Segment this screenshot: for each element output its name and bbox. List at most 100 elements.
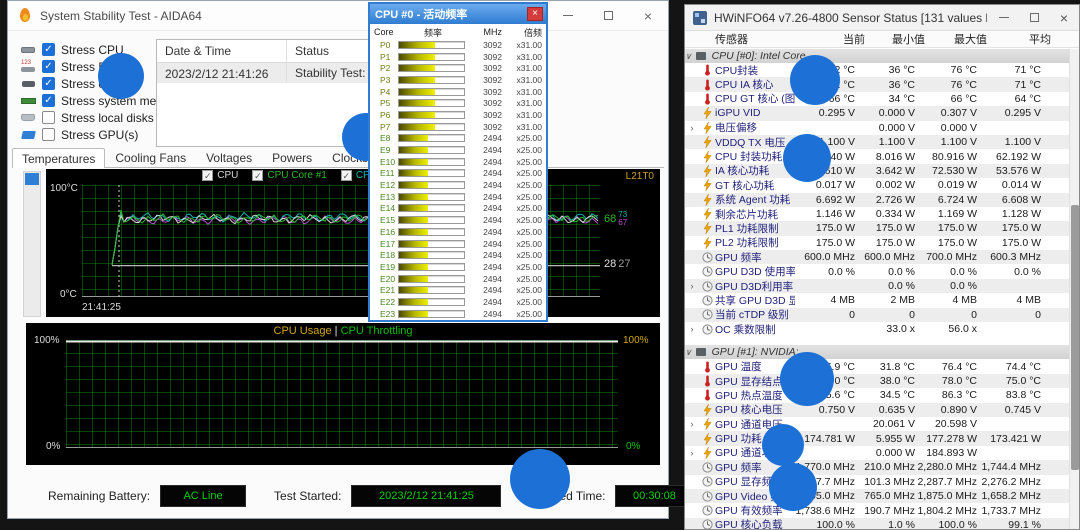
sensor-row[interactable]: GPU Video 频率 1,695.0 MHz 765.0 MHz 1,875.0 … xyxy=(685,488,1069,504)
frequency-bar xyxy=(398,146,465,155)
chevron-right-icon[interactable]: › xyxy=(690,122,694,133)
frequency-bar-fill xyxy=(399,170,428,177)
cpu-frequency-titlebar[interactable]: CPU #0 - 活动频率 × xyxy=(370,4,546,24)
sensor-row[interactable]: 剩余芯片功耗 1.146 W 0.334 W 1.169 W 1.128 W xyxy=(685,207,1069,221)
chip-icon xyxy=(695,52,706,60)
frequency-bar-fill xyxy=(399,287,428,294)
sensor-row[interactable]: 共享 GPU D3D 显存 4 MB 2 MB 4 MB 4 MB xyxy=(685,293,1069,307)
log-column-datetime[interactable]: Date & Time xyxy=(157,40,287,62)
sensor-row[interactable]: GPU 功耗 174.781 W 5.955 W 177.278 W 173.421 W xyxy=(685,431,1069,446)
close-button[interactable]: × xyxy=(1049,6,1079,30)
sensor-row[interactable]: PL2 功耗限制 175.0 W 175.0 W 175.0 W 175.0 W xyxy=(685,236,1069,250)
minimize-button[interactable] xyxy=(548,2,588,30)
temp-axis-max: 100°C xyxy=(50,183,78,194)
sensor-row[interactable]: IA 核心功耗 54.610 W 3.642 W 72.530 W 53.576 W xyxy=(685,163,1069,179)
close-button[interactable]: × xyxy=(628,2,668,30)
temp-value: 73 xyxy=(618,210,628,219)
minimize-button[interactable] xyxy=(989,6,1019,30)
multiplier-value: x25.00 xyxy=(516,215,542,226)
sensor-min: 0 xyxy=(909,308,915,321)
cpu-core-2-checkbox[interactable]: ✓ xyxy=(340,170,352,181)
sensor-row[interactable]: VDDQ TX 电压 1.100 V 1.100 V 1.100 V 1.100 V xyxy=(685,134,1069,150)
stress-option-label: Stress local disks xyxy=(61,110,154,125)
maximize-icon xyxy=(603,11,613,20)
chevron-right-icon[interactable]: › xyxy=(690,447,694,458)
tab-temperatures[interactable]: Temperatures xyxy=(12,148,106,168)
stress-system-memory-checkbox[interactable]: ✓ xyxy=(42,94,55,107)
sensor-row[interactable]: CPU IA 核心 72 °C 36 °C 76 °C 71 °C xyxy=(685,77,1069,92)
close-button[interactable]: × xyxy=(527,7,543,21)
chevron-down-icon[interactable]: ∨ xyxy=(685,346,692,357)
sensor-label: CPU 封装功耗 xyxy=(715,151,783,164)
sensor-row[interactable]: GPU 频率 600.0 MHz 600.0 MHz 700.0 MHz 600.3 M… xyxy=(685,250,1069,265)
maximize-button[interactable] xyxy=(588,2,628,30)
sensor-row[interactable]: GPU 核心负载 100.0 % 1.0 % 100.0 % 99.1 % xyxy=(685,517,1069,529)
temperature-graph-scrollbar[interactable] xyxy=(23,171,41,317)
column-maximum[interactable]: 最大值 xyxy=(954,34,987,46)
stress-cpu-checkbox[interactable]: ✓ xyxy=(42,43,55,56)
sensor-row[interactable]: GPU 核心电压 0.750 V 0.635 V 0.890 V 0.745 V xyxy=(685,402,1069,417)
chevron-down-icon[interactable]: ∨ xyxy=(685,50,692,61)
frequency-bar xyxy=(398,309,465,318)
sensor-row[interactable]: GPU 有效频率 1,738.6 MHz 190.7 MHz 1,804.2 MHz 1… xyxy=(685,503,1069,517)
cpu-checkbox[interactable]: ✓ xyxy=(202,170,214,181)
temperature-legend: ✓CPU✓CPU Core #1✓CPU Core #2✓CPU Core #3 xyxy=(46,170,660,181)
sensor-row[interactable]: GPU 温度 75.9 °C 31.8 °C 76.4 °C 74.4 °C xyxy=(685,359,1069,373)
scrollbar-thumb[interactable] xyxy=(1071,205,1079,470)
column-minimum[interactable]: 最小值 xyxy=(892,34,925,46)
chevron-right-icon[interactable]: › xyxy=(690,281,694,292)
sensor-max: 80.916 W xyxy=(932,150,977,163)
sensor-group-header[interactable]: ∨ CPU [#0]: Intel Core... xyxy=(685,49,1069,63)
sensor-scrollbar[interactable] xyxy=(1069,49,1079,529)
sensor-group-header[interactable]: ∨ GPU [#1]: NVIDIA: xyxy=(685,345,1069,360)
tab-powers[interactable]: Powers xyxy=(272,151,313,165)
sensor-row[interactable]: 当前 cTDP 级别 0 0 0 0 xyxy=(685,307,1069,323)
stress-fpu-checkbox[interactable]: ✓ xyxy=(42,60,55,73)
frequency-bar-fill xyxy=(399,217,428,224)
scrollbar-thumb[interactable] xyxy=(25,173,39,185)
chevron-right-icon[interactable]: › xyxy=(690,419,694,430)
sensor-row[interactable]: 系统 Agent 功耗 6.692 W 2.726 W 6.724 W 6.608 W xyxy=(685,192,1069,207)
sensor-row[interactable]: GPU 显存结点温度 76.0 °C 38.0 °C 78.0 °C 75.0 °C xyxy=(685,373,1069,389)
sensor-row[interactable]: GPU 频率 1,770.0 MHz 210.0 MHz 2,280.0 MHz 1,7… xyxy=(685,460,1069,475)
clock-icon xyxy=(699,252,715,263)
sensor-row[interactable]: › OC 乘数限制 33.0 x 56.0 x xyxy=(685,322,1069,336)
cpu-core-1-checkbox[interactable]: ✓ xyxy=(252,170,264,181)
sensor-row[interactable]: CPU封装 72 °C 36 °C 76 °C 71 °C xyxy=(685,63,1069,77)
stress-cache-checkbox[interactable]: ✓ xyxy=(42,77,55,90)
test-started-value: 2023/2/12 21:41:25 xyxy=(351,485,502,507)
core-label: E11 xyxy=(380,168,395,179)
sensor-row[interactable]: PL1 功耗限制 175.0 W 175.0 W 175.0 W 175.0 W xyxy=(685,221,1069,236)
mhz-value: 2494 xyxy=(483,156,502,167)
sensor-row[interactable]: › GPU 通道功耗 0.000 W 184.893 W xyxy=(685,446,1069,460)
aida64-window: System Stability Test - AIDA64 × ✓ Stress… xyxy=(7,0,694,519)
maximize-button[interactable] xyxy=(1019,6,1049,30)
column-sensor[interactable]: 传感器 xyxy=(715,34,748,46)
tab-voltages[interactable]: Voltages xyxy=(206,151,253,165)
log-column-status[interactable]: Status xyxy=(295,44,330,58)
sensor-avg: 4 MB xyxy=(1016,294,1041,307)
stress-local-disks-checkbox[interactable] xyxy=(42,111,55,124)
sensor-row[interactable]: › GPU D3D利用率 0.0 % 0.0 % xyxy=(685,278,1069,294)
sensor-row[interactable]: CPU GT 核心 (图形) 66 °C 34 °C 66 °C 64 °C xyxy=(685,92,1069,106)
sensor-row[interactable]: › 电压偏移 0.000 V 0.000 V xyxy=(685,121,1069,135)
sensor-row[interactable]: GPU 显存频率 2,287.7 MHz 101.3 MHz 2,287.7 MHz 2… xyxy=(685,475,1069,489)
sensor-label: IA 核心功耗 xyxy=(715,165,770,178)
column-current[interactable]: 当前 xyxy=(843,34,865,46)
sensor-row[interactable]: GT 核心功耗 0.017 W 0.002 W 0.019 W 0.014 W xyxy=(685,178,1069,192)
sensor-row[interactable]: GPU D3D 使用率 0.0 % 0.0 % 0.0 % 0.0 % xyxy=(685,264,1069,278)
frequency-row: P1 3092 x31.00 xyxy=(370,51,546,63)
tab-cooling-fans[interactable]: Cooling Fans xyxy=(115,151,187,165)
mhz-value: 2494 xyxy=(483,191,502,202)
chevron-right-icon[interactable]: › xyxy=(690,324,694,335)
sensor-row[interactable]: GPU 热点温度 85.6 °C 34.5 °C 86.3 °C 83.8 °C xyxy=(685,388,1069,402)
sensor-label: 电压偏移 xyxy=(715,122,757,135)
sensor-row[interactable]: › GPU 通道电压 20.061 V 20.598 V xyxy=(685,417,1069,431)
sensor-min: 765.0 MHz xyxy=(864,490,915,503)
sensor-row[interactable]: iGPU VID 0.295 V 0.000 V 0.307 V 0.295 V xyxy=(685,106,1069,121)
stress-gpu-s-checkbox[interactable] xyxy=(42,128,55,141)
frequency-bar xyxy=(398,157,465,166)
sensor-row[interactable]: CPU 封装功耗 63.340 W 8.016 W 80.916 W 62.192 W xyxy=(685,149,1069,163)
sensor-avg: 0.0 % xyxy=(1014,265,1041,278)
column-average[interactable]: 平均 xyxy=(1029,34,1051,46)
